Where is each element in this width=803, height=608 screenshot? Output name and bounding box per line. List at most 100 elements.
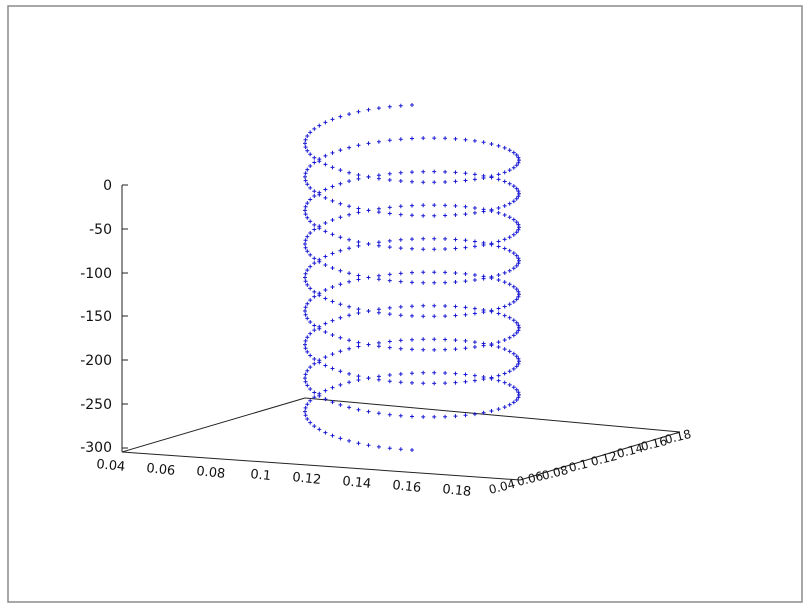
helix-point [511,284,516,289]
helix-point [502,170,507,175]
helix-point [507,148,512,153]
helix-point [308,152,313,157]
z-tick-label-1: -50 [89,222,112,238]
helix-point [323,288,328,292]
helix-point [330,198,335,203]
helix-point [330,165,335,170]
helix-point [507,315,512,320]
helix-point [410,270,414,275]
helix-point [472,273,477,277]
helix-point [303,212,308,217]
helix-point [514,153,519,157]
helix-point [511,366,516,371]
helix-point [443,270,448,275]
helix-point [376,173,381,178]
y-tick-label-7: 0.18 [663,427,692,447]
helix-point [443,169,448,174]
helix-point [323,330,328,334]
helix-point [481,410,486,415]
helix-point [507,302,512,307]
helix-point [453,414,458,419]
helix-point [432,414,437,419]
helix-point [303,413,308,418]
helix-point [453,347,458,352]
helix-point [516,289,521,294]
helix-point [421,337,426,342]
y-tick-label-5: 0.14 [615,441,644,461]
helix-point [347,212,352,217]
helix-point [453,313,458,318]
helix-point [463,204,468,209]
helix-point [303,405,308,410]
helix-point [489,174,494,179]
helix-point [387,312,392,317]
helix-point [502,338,507,342]
helix-point [398,271,403,276]
helix-point [507,335,512,340]
helix-point [502,313,507,318]
helix-point [312,227,317,232]
helix-point [317,293,322,298]
helix-point [376,176,381,181]
helix-point [387,272,392,277]
helix-point [443,314,448,319]
helix-point [312,361,317,366]
helix-point [387,278,392,283]
helix-point [511,318,516,323]
helix-point [387,245,392,250]
helix-point [398,413,403,418]
helix-point [330,266,335,270]
helix-point [356,307,361,312]
helix-point [303,409,307,414]
helix-point [443,414,448,419]
helix-point [443,247,448,251]
helix-point [366,208,371,213]
helix-point [502,246,507,251]
helix-point [463,178,468,183]
helix-point [366,376,371,381]
helix-point [432,180,437,185]
helix-point [453,170,458,175]
helix-point [453,380,458,385]
helix-point [443,280,448,285]
helix-point [323,430,328,435]
helix-point [305,335,310,340]
helix-point [432,213,437,218]
helix-point [347,338,352,343]
helix-point [507,235,512,240]
helix-point [410,337,414,342]
helix-point [502,203,507,208]
helix-point [303,275,307,280]
x-tick-labels: 0.04 0.06 0.08 0.1 0.12 0.14 0.16 0.18 [96,457,472,500]
helix-point [410,237,414,242]
helix-point [502,145,507,150]
helix-point [323,229,328,234]
helix-point [347,313,352,318]
helix-point [410,170,414,175]
helix-point [317,326,322,331]
helix-point [356,109,361,114]
x-axis-line [121,451,521,481]
helix-point [472,378,477,383]
z-tick-label-0: 0 [103,178,112,194]
helix-point [330,184,335,189]
helix-point [410,304,414,309]
helix-point [453,246,458,251]
helix-point [323,153,328,158]
helix-point [330,333,335,337]
helix-point [507,248,512,253]
helix-point [410,448,414,452]
helix-point [463,137,468,142]
helix-point [398,137,403,142]
helix-point [516,356,521,361]
helix-point [496,239,501,244]
helix-point [305,201,310,206]
helix-point [496,373,501,378]
helix-point [496,407,501,412]
helix-point [330,352,335,357]
helix-point [312,294,317,299]
helix-point [312,126,317,131]
helix-point [303,204,308,209]
helix-point [514,163,519,168]
helix-point [312,222,317,227]
